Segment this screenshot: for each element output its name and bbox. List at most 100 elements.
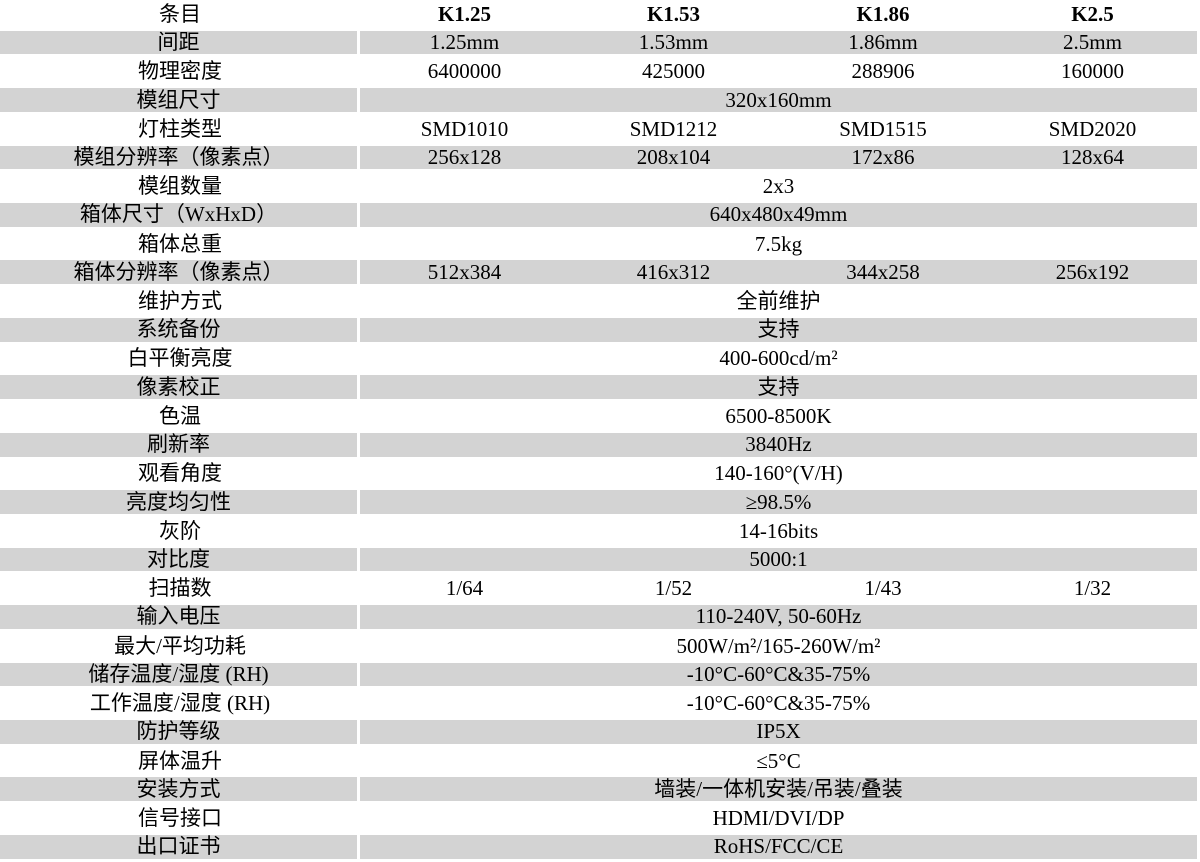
row-value: 320x160mm (725, 87, 832, 112)
row-value: 5000:1 (749, 547, 808, 572)
header-model: K1.25 (437, 1, 492, 26)
table-row: 维护方式 全前维护 (0, 287, 1197, 316)
table-row: 出口证书 RoHS/FCC/CE (0, 832, 1197, 862)
row-label: 最大/平均功耗 (114, 633, 246, 658)
header-label: 条目 (159, 1, 201, 26)
row-value: 425000 (642, 59, 705, 84)
row-value: 6400000 (427, 59, 502, 84)
row-label: 模组数量 (138, 174, 222, 199)
table-row: 物理密度 6400000 425000 288906 160000 (0, 57, 1197, 86)
table-row: 安装方式 墙装/一体机安装/吊装/叠装 (0, 775, 1197, 805)
table-row: 工作温度/湿度 (RH) -10°C-60°C&35-75% (0, 689, 1197, 718)
header-model: K1.53 (646, 1, 701, 26)
row-value: 支持 (757, 317, 800, 342)
row-label: 模组分辨率（像素点） (0, 145, 360, 170)
row-value: 2.5mm (1063, 30, 1122, 55)
row-value: 344x258 (846, 259, 920, 284)
table-row: 间距 1.25mm 1.53mm 1.86mm 2.5mm (0, 28, 1197, 58)
row-label: 物理密度 (138, 59, 222, 84)
row-value: SMD2020 (1048, 116, 1137, 141)
row-value: 1/43 (864, 576, 902, 601)
row-value: 110-240V, 50-60Hz (695, 604, 862, 629)
row-label: 屏体温升 (138, 748, 222, 773)
header-model: K2.5 (1071, 1, 1114, 26)
row-value: 140-160°(V/H) (714, 461, 843, 486)
row-label: 箱体尺寸（WxHxD） (0, 203, 360, 227)
row-value: 400-600cd/m² (719, 346, 838, 371)
row-label: 箱体分辨率（像素点） (0, 260, 360, 285)
row-value: -10°C-60°C&35-75% (686, 691, 871, 716)
header-model: K1.86 (856, 1, 910, 26)
row-value: 1/64 (445, 576, 484, 601)
table-row: 储存温度/湿度 (RH) -10°C-60°C&35-75% (0, 660, 1197, 690)
table-row: 扫描数 1/64 1/52 1/43 1/32 (0, 574, 1197, 603)
row-label: 灯柱类型 (138, 116, 222, 141)
row-label: 色温 (159, 403, 201, 428)
table-row: 亮度均匀性 ≥98.5% (0, 488, 1197, 517)
row-value: 14-16bits (738, 518, 819, 543)
row-label: 间距 (0, 30, 360, 55)
table-row: 箱体尺寸（WxHxD） 640x480x49mm (0, 201, 1197, 230)
row-value: 512x384 (427, 259, 502, 284)
row-value: 160000 (1061, 59, 1124, 84)
row-value: SMD1212 (629, 116, 718, 141)
table-row: 最大/平均功耗 500W/m²/165-260W/m² (0, 632, 1197, 661)
row-value: 1.25mm (429, 30, 500, 55)
table-row: 色温 6500-8500K (0, 402, 1197, 431)
row-label: 亮度均匀性 (0, 490, 360, 514)
row-value: 1/52 (654, 576, 693, 601)
row-label: 扫描数 (148, 576, 212, 601)
table-row: 屏体温升 ≤5°C (0, 747, 1197, 776)
table-row: 箱体分辨率（像素点） 512x384 416x312 344x258 256x192 (0, 258, 1197, 288)
row-value: 2x3 (762, 174, 795, 199)
table-row: 系统备份 支持 (0, 315, 1197, 345)
table-row: 对比度 5000:1 (0, 545, 1197, 575)
row-label: 输入电压 (0, 605, 360, 629)
row-label: 观看角度 (138, 461, 222, 486)
table-row: 灯柱类型 SMD1010 SMD1212 SMD1515 SMD2020 (0, 115, 1197, 144)
row-label: 对比度 (0, 547, 360, 572)
row-value: 7.5kg (754, 231, 803, 256)
table-row: 信号接口 HDMI/DVI/DP (0, 804, 1197, 833)
row-value: 全前维护 (736, 289, 821, 314)
row-label: 工作温度/湿度 (RH) (89, 691, 271, 716)
row-label: 模组尺寸 (0, 88, 360, 112)
row-value: 500W/m²/165-260W/m² (676, 633, 881, 658)
table-row: 防护等级 IP5X (0, 717, 1197, 747)
row-label: 系统备份 (0, 317, 360, 342)
row-value: 640x480x49mm (709, 202, 848, 227)
row-value: 6500-8500K (725, 403, 832, 428)
row-label: 灰阶 (159, 518, 201, 543)
row-value: 1.86mm (848, 30, 918, 55)
row-value: 1.53mm (638, 30, 709, 55)
row-value: ≥98.5% (745, 489, 812, 514)
row-value: RoHS/FCC/CE (713, 834, 844, 859)
row-value: 墙装/一体机安装/吊装/叠装 (654, 776, 903, 801)
row-value: SMD1010 (420, 116, 509, 141)
table-header-row: 条目 K1.25 K1.53 K1.86 K2.5 (0, 0, 1197, 29)
row-value: 172x86 (851, 144, 915, 169)
row-value: HDMI/DVI/DP (712, 805, 845, 830)
row-value: SMD1515 (839, 116, 927, 141)
table-row: 输入电压 110-240V, 50-60Hz (0, 603, 1197, 632)
table-row: 观看角度 140-160°(V/H) (0, 460, 1197, 489)
row-value: 256x128 (427, 144, 502, 169)
row-label: 出口证书 (0, 834, 360, 859)
table-row: 白平衡亮度 400-600cd/m² (0, 345, 1197, 374)
table-row: 箱体总重 7.5kg (0, 230, 1197, 259)
table-row: 刷新率 3840Hz (0, 430, 1197, 460)
row-value: 208x104 (636, 144, 711, 169)
table-row: 模组数量 2x3 (0, 172, 1197, 201)
row-label: 防护等级 (0, 719, 360, 744)
row-value: 128x64 (1061, 144, 1124, 169)
row-label: 像素校正 (0, 375, 360, 400)
row-value: IP5X (756, 719, 801, 744)
row-value: 1/32 (1073, 576, 1112, 601)
row-label: 刷新率 (0, 432, 360, 457)
row-label: 储存温度/湿度 (RH) (0, 662, 360, 687)
row-label: 信号接口 (138, 805, 222, 830)
table-row: 模组分辨率（像素点） 256x128 208x104 172x86 128x64 (0, 143, 1197, 173)
table-row: 模组尺寸 320x160mm (0, 86, 1197, 115)
row-label: 箱体总重 (138, 231, 222, 256)
